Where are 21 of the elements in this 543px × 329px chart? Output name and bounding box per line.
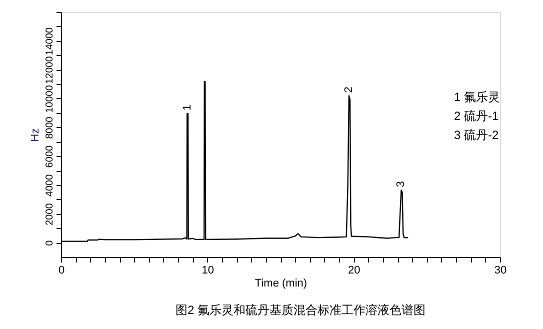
x-tick-label: 30 xyxy=(494,264,507,276)
caption: 图2 氟乐灵和硫丹基质混合标准工作溶液色谱图 xyxy=(175,303,426,317)
y-tick-label: 12000 xyxy=(44,56,56,84)
annotation: 2 xyxy=(342,86,355,93)
y-tick-label: 14000 xyxy=(44,26,56,56)
x-tick-label: 0 xyxy=(58,264,65,276)
annotation: 3 硫丹-2 xyxy=(454,128,500,142)
annotation: 1 xyxy=(182,104,194,111)
y-axis-title: Hz xyxy=(30,128,42,142)
y-tick-label: 0 xyxy=(44,240,56,246)
y-tick-label: 10000 xyxy=(44,84,56,113)
x-tick-label: 20 xyxy=(348,264,360,276)
annotation: 1 氟乐灵 xyxy=(454,90,500,104)
x-axis-title: Time (min) xyxy=(254,278,308,290)
annotation: 2 硫丹-1 xyxy=(454,109,500,123)
annotation: 3 xyxy=(395,181,408,188)
y-tick-label: 8000 xyxy=(44,116,56,139)
y-tick-label: 6000 xyxy=(44,145,56,168)
y-tick-label: 2000 xyxy=(44,202,56,226)
x-tick-label: 10 xyxy=(202,264,214,276)
y-tick-label: 4000 xyxy=(44,174,56,197)
